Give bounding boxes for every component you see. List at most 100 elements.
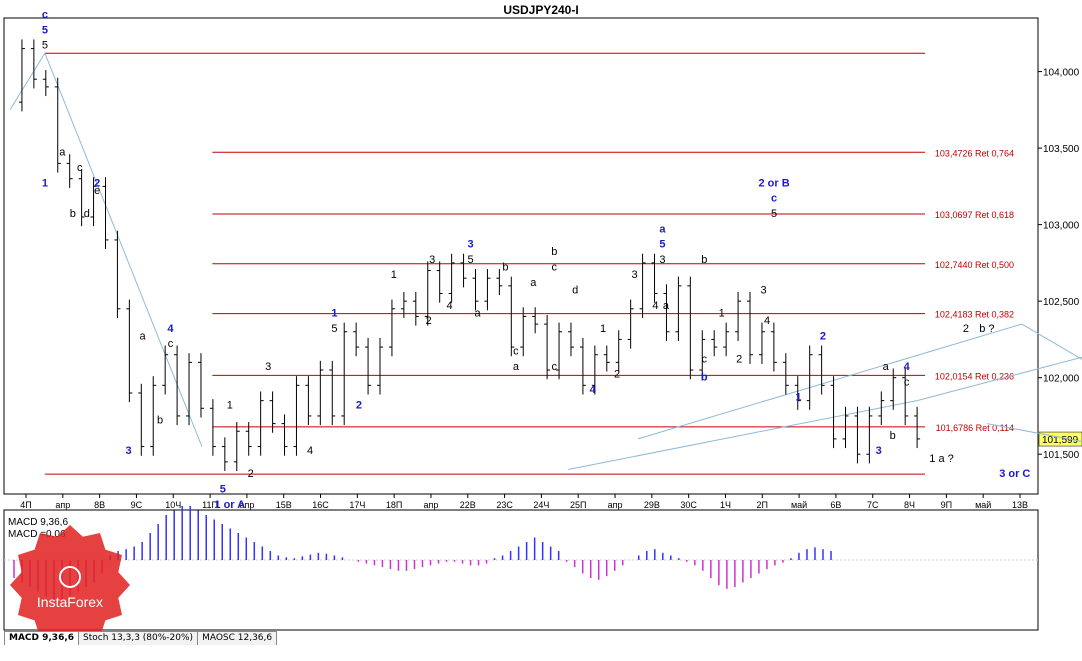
wave-label: 1 a ? [929,453,953,465]
wave-label: 5 [42,24,48,36]
wave-label: 3 [659,254,665,266]
wave-guide-line [986,423,1082,442]
wave-label: 1 [600,323,606,335]
time-tick-label: 4П [20,500,31,510]
wave-label: 4 [764,315,770,327]
wave-label: e [94,185,100,197]
wave-label: 5 [659,239,665,251]
wave-label: a [59,147,66,159]
wave-label: 1 [227,399,233,411]
wave-label: 5 [771,208,777,220]
wave-label: b [502,262,508,274]
wave-label: 2 [963,323,969,335]
wave-label: b [551,246,557,258]
wave-label: b [701,372,708,384]
fib-level-label: 101,6786 Ret 0,114 [936,423,1014,433]
time-tick-label: май [975,500,991,510]
wave-label: c [702,353,708,365]
wave-label: c [771,193,777,205]
indicator-tabs: MACD 9,36,6 Stoch 13,3,3 (80%-20%) MAOSC 1… [4,631,278,645]
wave-label: d [572,284,578,296]
time-tick-label: апр [55,500,70,510]
wave-label: a [474,307,481,319]
time-tick-label: 17Ч [349,500,365,510]
macd-value: MACD =0,06 [8,529,66,540]
wave-label: 1 [795,392,801,404]
wave-label: c [904,376,910,388]
macd-title: MACD 9,36,6 [8,517,68,528]
wave-label: b [890,430,896,442]
current-price-label: 101,599 [1042,435,1079,446]
wave-label: 5 [220,483,226,495]
wave-label: b [70,208,76,220]
wave-label: 2 [356,399,362,411]
macd-pane-frame [3,509,1039,631]
wave-label: a [140,330,147,342]
price-tick-label: 102,000 [1043,374,1080,385]
fib-level-label: 103,0697 Ret 0,618 [935,210,1014,220]
chart-title: USDJPY240-I [503,3,578,17]
price-tick-label: 101,500 [1043,450,1080,461]
wave-label: a [513,361,520,373]
wave-label: 4 [904,361,911,373]
price-tick-label: 104,000 [1043,68,1080,79]
price-tick-label: 103,000 [1043,221,1080,232]
wave-guide-line [637,323,1082,440]
time-tick-label: 25П [570,500,586,510]
wave-label: 5 [331,323,337,335]
wave-label: 2 [248,468,254,480]
wave-label: 5 [467,254,473,266]
logo-emblem [59,566,81,588]
wave-label: d [84,208,90,220]
time-tick-label: 13В [1012,500,1028,510]
wave-label: 3 [429,254,435,266]
time-tick-label: 24Ч [533,500,549,510]
wave-label: 3 or C [999,468,1030,480]
time-tick-label: 23С [496,500,513,510]
price-pane: 104,000 103,500 103,000 102,500 102,000 101,5… [3,9,1082,511]
wave-label: b [157,415,163,427]
price-tick-label: 102,500 [1043,297,1080,308]
wave-label: 2 [736,353,742,365]
wave-label: a [659,223,666,235]
wave-label: b ? [979,323,994,335]
time-tick-label: 11П [202,500,218,510]
time-tick-label: апр [608,500,623,510]
time-tick-label: 1Ч [720,500,731,510]
wave-label: 3 [126,445,132,457]
time-tick-label: 29В [644,500,660,510]
fib-level-label: 102,4183 Ret 0,382 [935,310,1014,320]
time-tick-label: 30С [680,500,697,510]
wave-label: c [77,162,83,174]
time-tick-label: 15В [276,500,292,510]
wave-label: a [883,361,890,373]
time-tick-label: 2П [757,500,768,510]
wave-label: 5 [42,40,48,52]
logo-text: InstaForex [37,594,103,610]
wave-label: 3 [761,284,767,296]
wave-label: c [552,262,558,274]
indicator-tab[interactable]: Stoch 13,3,3 (80%-20%) [78,631,199,645]
instaforex-logo: InstaForex [10,525,130,645]
wave-label: c [42,9,48,21]
time-tick-label: май [791,500,807,510]
time-tick-label: 22В [460,500,476,510]
wave-label: 4 [652,300,658,312]
wave-label: 2 or B [758,177,789,189]
time-tick-label: 6В [830,500,841,510]
indicator-tab[interactable]: MACD 9,36,6 [4,631,80,645]
wave-label: 3 [467,239,473,251]
time-tick-label: 16С [312,500,329,510]
wave-label: 3 [631,269,637,281]
logo-badge [10,525,130,645]
wave-label: 1 [42,177,48,189]
wave-label: a [663,300,670,312]
time-tick-label: 10Ч [165,500,181,510]
wave-label: 4 [307,445,313,457]
wave-label: 3 [876,445,882,457]
indicator-tab[interactable]: MAOSC 12,36,6 [197,631,278,645]
fib-level-label: 103,4726 Ret 0,764 [935,148,1014,158]
wave-label: 1 or A [214,499,245,511]
